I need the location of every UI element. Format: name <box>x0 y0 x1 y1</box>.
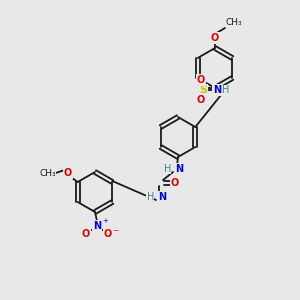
Text: O: O <box>211 33 219 43</box>
Text: N: N <box>93 221 101 231</box>
Text: N: N <box>213 85 221 95</box>
Text: O: O <box>104 229 112 239</box>
Text: N: N <box>158 192 166 202</box>
Text: H: H <box>147 192 154 202</box>
Text: O: O <box>171 178 179 188</box>
Text: +: + <box>102 218 108 224</box>
Text: CH₃: CH₃ <box>225 18 242 27</box>
Text: ⁻: ⁻ <box>112 227 119 241</box>
Text: S: S <box>199 85 207 95</box>
Text: CH₃: CH₃ <box>39 169 56 178</box>
Text: H: H <box>222 85 230 95</box>
Text: N: N <box>175 164 183 174</box>
Text: O: O <box>197 95 205 105</box>
Text: O: O <box>64 168 72 178</box>
Text: H: H <box>164 164 171 174</box>
Text: O: O <box>197 75 205 85</box>
Text: O: O <box>82 229 90 239</box>
